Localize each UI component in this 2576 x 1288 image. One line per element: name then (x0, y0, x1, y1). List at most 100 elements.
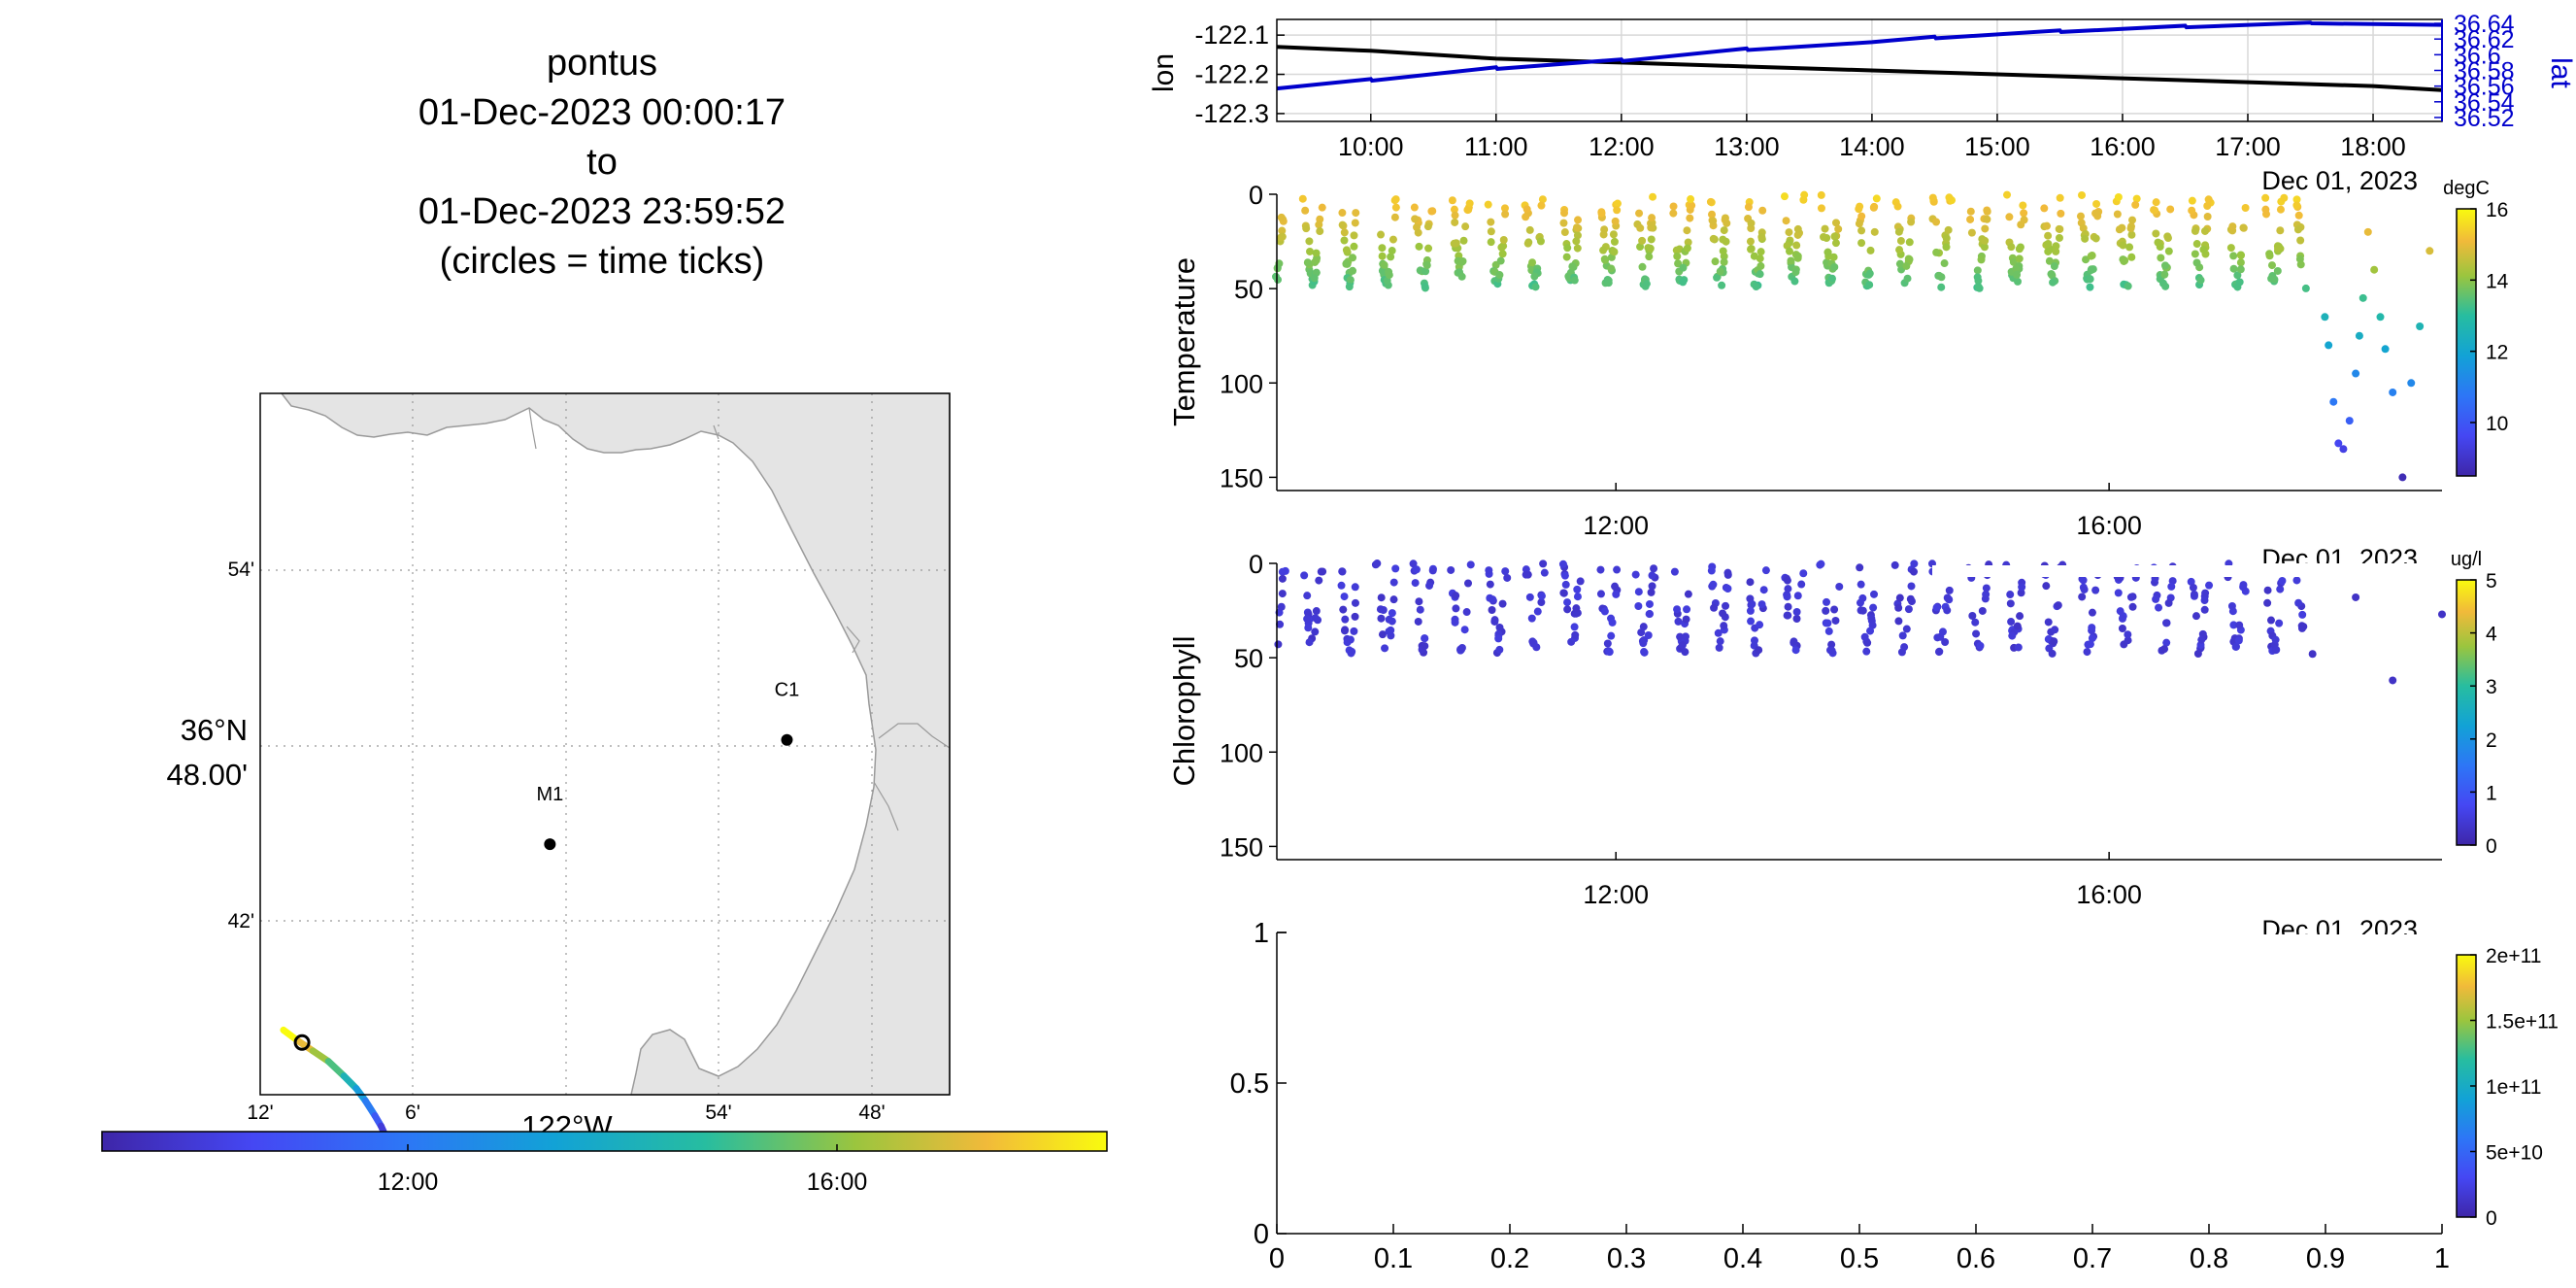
chlorophyll-point (1528, 637, 1537, 646)
temperature-point (1390, 213, 1399, 221)
temperature-point (1522, 213, 1530, 221)
chlorophyll-point (1870, 590, 1879, 598)
temperature-point (2236, 258, 2245, 267)
temperature-point (2321, 313, 2329, 322)
temperature-point (1905, 238, 1914, 247)
temperature-point (2087, 252, 2095, 260)
temperature-point (1610, 237, 1619, 246)
chlorophyll-point (1890, 560, 1899, 569)
temperature-point (2359, 293, 2367, 302)
temperature-point (1563, 244, 1572, 253)
temperature-point (1415, 242, 1423, 251)
temperature-point (1720, 226, 1728, 235)
chlorophyll-point (2008, 631, 2017, 640)
temperature-point (1572, 223, 1581, 232)
temperature-point (1338, 209, 1347, 218)
chlorophyll-point (1312, 607, 1321, 616)
temperature-point (1560, 228, 1569, 237)
temperature-point (2339, 445, 2348, 454)
temperature-point (1461, 222, 1470, 231)
chlorophyll-point (1648, 582, 1656, 591)
temperature-point (2292, 195, 2301, 204)
chlorophyll-point (1388, 617, 1396, 626)
chlorophyll-point (2200, 596, 2209, 605)
chlorophyll-point (1756, 621, 1764, 629)
chlorophyll-point (2152, 594, 2160, 603)
chlorophyll-point (1783, 611, 1791, 620)
temperature-point (1903, 274, 1912, 283)
chlorophyll-point (1350, 627, 1358, 635)
temperature-point (2045, 256, 2054, 265)
y-tick-label: 100 (1220, 369, 1263, 398)
chlorophyll-point (1856, 598, 1864, 607)
temperature-point (1870, 202, 1879, 211)
temperature-point (2113, 210, 2122, 219)
chlorophyll-point (1634, 602, 1643, 611)
chlorophyll-point (2239, 581, 2248, 590)
temperature-point (1857, 239, 1866, 248)
x-tick-label: 16:00 (2076, 880, 2142, 909)
temperature-point (1792, 241, 1801, 250)
map-graticule (260, 393, 950, 1095)
chlorophyll-point (2308, 650, 2317, 659)
temperature-colorbar-unit: degC (2443, 178, 2490, 199)
temperature-point (1318, 203, 1326, 212)
temperature-point (1574, 216, 1583, 224)
temperature-ylabel: Temperature (1167, 257, 1201, 426)
temperature-point (1857, 226, 1866, 235)
lon-tick-label: 48' (858, 1102, 885, 1124)
chlorophyll-point (1858, 606, 1867, 615)
chlorophyll-colorbar (2456, 579, 2477, 846)
chlorophyll-point (1607, 631, 1616, 640)
chlorophyll-point (1784, 602, 1792, 611)
temperature-point (1785, 228, 1793, 237)
nav-right-tick-label: 36.58 (2454, 58, 2515, 85)
temperature-point (2077, 190, 2086, 199)
chlorophyll-point (1351, 612, 1359, 621)
temperature-point (1601, 255, 1610, 264)
chlorophyll-point (2091, 586, 2100, 594)
chlorophyll-point (1898, 631, 1907, 640)
temperature-point (2204, 195, 2213, 204)
temperature-point (1932, 248, 1941, 256)
lat-tick-label: 42' (228, 910, 254, 932)
nav-date-label: Dec 01, 2023 (2261, 166, 2418, 195)
track-segment (324, 1058, 348, 1080)
temperature-point (2015, 254, 2024, 263)
colorbar-tick-label: 3 (2486, 676, 2497, 698)
nav-x-tick-label: 15:00 (1964, 132, 2030, 161)
chlorophyll-point (1416, 605, 1424, 614)
temperature-point (2047, 270, 2056, 279)
temperature-point (2280, 193, 2289, 202)
chlorophyll-point (1466, 560, 1475, 569)
chlorophyll-point (1783, 593, 1791, 601)
temperature-point (1464, 205, 1473, 214)
temperature-point (1388, 247, 1396, 255)
chlorophyll-point (2263, 586, 2272, 594)
chlorophyll-point (1824, 627, 1833, 635)
temperature-point (1536, 237, 1545, 246)
chlorophyll-point (1866, 627, 1875, 635)
nav-x-tick-label: 13:00 (1714, 132, 1780, 161)
temperature-point (1498, 250, 1507, 258)
chlorophyll-point (2124, 636, 2132, 645)
temperature-point (1817, 204, 1825, 213)
chlorophyll-point (1347, 649, 1355, 658)
chlorophyll-point (1303, 615, 1312, 624)
temperature-point (2128, 216, 2137, 224)
chlorophyll-point (2299, 623, 2308, 631)
chlorophyll-point (1447, 565, 1455, 574)
chlorophyll-colorbar-ticks: 5 4 3 2 1 0 (2470, 570, 2497, 858)
chlorophyll-point (2116, 607, 2124, 616)
chlorophyll-point (1830, 605, 1839, 614)
chlorophyll-point (2079, 576, 2088, 585)
plot-title-block: pontus 01-Dec-2023 00:00:17 to 01-Dec-20… (311, 39, 893, 287)
chlorophyll-point (1907, 582, 1916, 591)
chlorophyll-point (2164, 598, 2173, 607)
chlorophyll-point (1639, 639, 1648, 648)
temperature-point (1306, 247, 1315, 255)
temperature-point (1966, 207, 1975, 216)
temperature-point (1499, 236, 1508, 245)
temperature-point (2381, 345, 2390, 354)
nav-x-tick-label: 18:00 (2340, 132, 2406, 161)
